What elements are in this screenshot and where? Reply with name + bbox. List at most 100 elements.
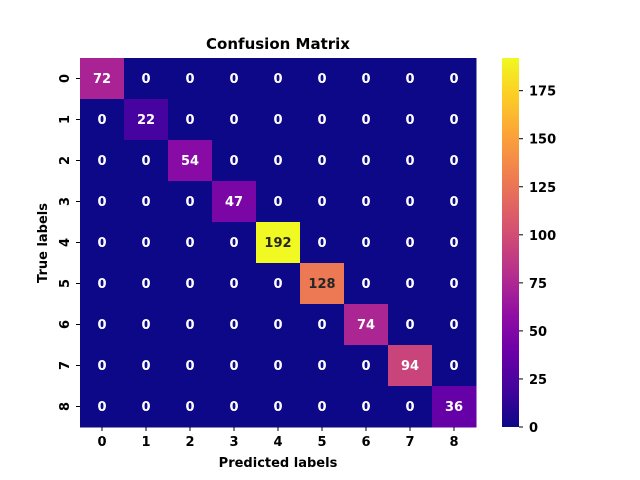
cell-value-label: 0 bbox=[405, 113, 414, 128]
cell-value-label: 0 bbox=[449, 113, 458, 128]
cell-value-label: 128 bbox=[308, 277, 335, 292]
x-axis-ticks: 0 1 2 3 4 5 6 7 8 bbox=[97, 427, 459, 450]
cell-value-label: 0 bbox=[449, 359, 458, 374]
heatmap-cell bbox=[124, 58, 169, 100]
heatmap-cell bbox=[432, 99, 477, 141]
y-tick-label: 4 bbox=[58, 238, 73, 247]
cell-value-label: 0 bbox=[273, 318, 282, 333]
colorbar-tick-label: 50 bbox=[529, 325, 547, 340]
y-tick-label: 8 bbox=[58, 402, 73, 411]
y-tick-label: 2 bbox=[58, 156, 73, 165]
heatmap-cell bbox=[124, 222, 169, 264]
cell-value-label: 0 bbox=[229, 318, 238, 333]
cell-value-label: 0 bbox=[361, 72, 370, 87]
heatmap-cell bbox=[80, 58, 125, 100]
cell-value-label: 0 bbox=[185, 113, 194, 128]
colorbar-tick-label: 0 bbox=[529, 421, 538, 436]
cell-value-label: 0 bbox=[361, 236, 370, 251]
cell-value-label: 47 bbox=[225, 195, 243, 210]
cell-value-label: 0 bbox=[141, 359, 150, 374]
heatmap-cell bbox=[388, 58, 433, 100]
heatmap-cell bbox=[388, 99, 433, 141]
heatmap-cell bbox=[168, 58, 213, 100]
heatmap-cell bbox=[300, 140, 345, 182]
heatmap-cell bbox=[80, 140, 125, 182]
cell-value-label: 0 bbox=[273, 359, 282, 374]
cell-value-label: 0 bbox=[273, 195, 282, 210]
heatmap-cell bbox=[300, 181, 345, 223]
cell-value-label: 0 bbox=[185, 318, 194, 333]
y-tick-label: 5 bbox=[58, 279, 73, 288]
heatmap-cell bbox=[300, 345, 345, 387]
heatmap-cell bbox=[344, 181, 389, 223]
heatmap-cell bbox=[388, 345, 433, 387]
heatmap-cell bbox=[168, 181, 213, 223]
cell-value-label: 0 bbox=[97, 277, 106, 292]
colorbar-tick-label: 100 bbox=[529, 229, 556, 244]
cell-value-label: 0 bbox=[317, 236, 326, 251]
cell-value-label: 192 bbox=[264, 236, 291, 251]
cell-value-label: 0 bbox=[141, 72, 150, 87]
heatmap-cell bbox=[80, 99, 125, 141]
heatmap-cell bbox=[168, 345, 213, 387]
heatmap-cell bbox=[344, 304, 389, 346]
heatmap-cell bbox=[168, 263, 213, 305]
x-tick-label: 1 bbox=[141, 435, 150, 450]
heatmap-cell bbox=[256, 181, 301, 223]
cell-value-label: 74 bbox=[357, 318, 375, 333]
cell-value-label: 0 bbox=[361, 195, 370, 210]
cell-value-label: 72 bbox=[93, 72, 111, 87]
heatmap-cell bbox=[388, 222, 433, 264]
heatmap-cell bbox=[212, 386, 257, 428]
heatmap-cell bbox=[256, 58, 301, 100]
x-axis-label: Predicted labels bbox=[219, 456, 338, 471]
heatmap-cell bbox=[168, 140, 213, 182]
heatmap-cell bbox=[256, 222, 301, 264]
heatmap-cell bbox=[80, 222, 125, 264]
heatmap-cell bbox=[300, 386, 345, 428]
cell-value-label: 54 bbox=[181, 154, 199, 169]
heatmap-cell bbox=[344, 99, 389, 141]
cell-value-label: 0 bbox=[97, 359, 106, 374]
y-tick-label: 0 bbox=[58, 74, 73, 83]
colorbar-tick-label: 25 bbox=[529, 373, 547, 388]
heatmap-cell bbox=[168, 222, 213, 264]
cell-value-label: 0 bbox=[405, 195, 414, 210]
colorbar bbox=[502, 58, 519, 427]
heatmap-cell bbox=[344, 386, 389, 428]
cell-value-label: 0 bbox=[141, 154, 150, 169]
heatmap-cell bbox=[212, 58, 257, 100]
heatmap-cell bbox=[344, 345, 389, 387]
cell-value-label: 0 bbox=[449, 318, 458, 333]
cell-value-label: 0 bbox=[141, 277, 150, 292]
x-tick-label: 8 bbox=[449, 435, 458, 450]
y-tick-label: 3 bbox=[58, 197, 73, 206]
heatmap-cell bbox=[388, 386, 433, 428]
cell-value-label: 0 bbox=[317, 318, 326, 333]
colorbar-tick-label: 125 bbox=[529, 181, 556, 196]
heatmap-cell bbox=[388, 181, 433, 223]
heatmap-cell bbox=[344, 263, 389, 305]
heatmap-cell bbox=[344, 140, 389, 182]
cell-value-label: 0 bbox=[405, 154, 414, 169]
heatmap-cell bbox=[212, 99, 257, 141]
colorbar-tick-label: 75 bbox=[529, 277, 547, 292]
y-tick-label: 6 bbox=[58, 320, 73, 329]
cell-value-label: 0 bbox=[97, 318, 106, 333]
x-tick-label: 7 bbox=[405, 435, 414, 450]
cell-value-label: 94 bbox=[401, 359, 419, 374]
cell-value-label: 0 bbox=[97, 154, 106, 169]
heatmap-cell bbox=[300, 222, 345, 264]
heatmap-cell bbox=[212, 304, 257, 346]
cell-value-label: 0 bbox=[449, 72, 458, 87]
cell-value-label: 0 bbox=[185, 359, 194, 374]
cell-value-label: 22 bbox=[137, 113, 155, 128]
cell-value-label: 0 bbox=[229, 236, 238, 251]
cell-value-label: 0 bbox=[97, 236, 106, 251]
cell-value-label: 0 bbox=[317, 154, 326, 169]
cell-value-label: 0 bbox=[229, 359, 238, 374]
cell-value-label: 0 bbox=[317, 400, 326, 415]
heatmap-cell bbox=[388, 263, 433, 305]
cell-value-label: 0 bbox=[141, 236, 150, 251]
heatmap-cell bbox=[256, 263, 301, 305]
